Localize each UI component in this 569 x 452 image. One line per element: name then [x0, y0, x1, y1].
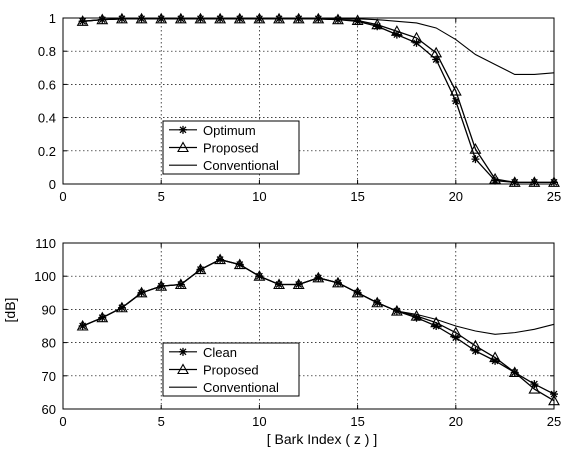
top-y-tick-label: 1 [49, 11, 56, 26]
top-proposed-point [351, 14, 364, 26]
top-x-tick-label: 15 [350, 189, 364, 204]
top-optimum-point [451, 97, 460, 105]
top-series-line-proposed [82, 18, 554, 183]
bottom-y-tick-label: 80 [42, 336, 56, 351]
top-proposed-point [469, 143, 482, 154]
top-series-line-conventional [82, 18, 555, 75]
bottom-proposed-point [528, 382, 541, 394]
bottom-clean-point [491, 356, 500, 365]
top-y-tick-label: 0.8 [38, 44, 56, 59]
bottom-proposed-point [194, 263, 207, 275]
bottom-legend: Clean Proposed Conventional [162, 342, 300, 397]
top-y-tick-label: 0.4 [38, 111, 56, 126]
top-proposed-point [390, 25, 403, 36]
top-optimum-point [392, 30, 401, 39]
bottom-proposed-point [351, 286, 364, 298]
top-y-tick-label: 0 [49, 177, 56, 192]
bottom-legend-label-clean: Clean [203, 345, 237, 360]
top-axes-frame [62, 17, 555, 185]
bottom-x-tick-label: 20 [449, 414, 463, 429]
bottom-x-tick-label: 0 [59, 414, 66, 429]
bottom-proposed-point [469, 339, 482, 351]
top-x-tick-label: 20 [449, 189, 463, 204]
top-proposed-point [430, 46, 443, 58]
top-series-line-optimum [82, 18, 554, 183]
bottom-x-tick-label: 10 [252, 414, 266, 429]
bottom-proposed-point [430, 316, 443, 328]
bottom-legend-marker-clean [179, 347, 187, 356]
top-optimum-point [373, 22, 382, 31]
top-panel-chart: 0 5 10 15 20 25 0 0.2 0.4 0.6 0.8 1 Optimum Proposed C… [38, 11, 561, 204]
bottom-x-tick-label: 5 [158, 414, 165, 429]
bottom-proposed-point [174, 278, 187, 290]
bottom-clean-point [471, 346, 480, 355]
top-optimum-point [353, 17, 362, 26]
top-legend-marker-proposed [177, 141, 189, 153]
bottom-y-tick-label: 100 [34, 269, 56, 284]
top-legend-marker-optimum [179, 125, 187, 134]
bottom-proposed-point [489, 351, 502, 363]
top-y-tick-label: 0.6 [38, 77, 56, 92]
top-proposed-point [528, 176, 541, 187]
top-optimum-point [491, 176, 500, 185]
bottom-proposed-point [371, 296, 384, 308]
bottom-clean-point [451, 333, 460, 342]
bottom-y-tick-label: 60 [42, 402, 56, 417]
bottom-clean-point [432, 322, 441, 330]
top-legend: Optimum Proposed Conventional [162, 120, 300, 175]
bottom-axes-frame [62, 242, 555, 410]
top-optimum-point [412, 38, 421, 47]
bottom-y-axis-label: [dB] [2, 298, 18, 323]
bottom-legend-label-proposed: Proposed [203, 363, 259, 378]
top-x-tick-label: 0 [59, 189, 66, 204]
bottom-series-line-conventional [82, 259, 555, 335]
top-legend-label-conventional: Conventional [203, 158, 279, 173]
top-proposed-point [489, 172, 502, 184]
top-legend-label-optimum: Optimum [203, 123, 256, 138]
top-x-tick-label: 25 [547, 189, 561, 204]
top-proposed-point [449, 84, 462, 96]
top-optimum-point [432, 55, 441, 64]
bottom-proposed-point [214, 253, 227, 265]
bottom-y-tick-label: 90 [42, 302, 56, 317]
top-proposed-point [410, 31, 423, 43]
top-y-tick-label: 0.2 [38, 144, 56, 159]
bottom-proposed-point [449, 326, 462, 338]
top-proposed-point [371, 18, 384, 30]
top-proposed-point [508, 176, 521, 187]
bottom-legend-marker-proposed [177, 363, 189, 375]
bottom-clean-point [412, 313, 421, 322]
bottom-proposed-point [508, 366, 521, 378]
bottom-y-tick-label: 110 [35, 236, 56, 251]
bottom-x-tick-label: 15 [350, 414, 364, 429]
top-optimum-point [471, 155, 480, 164]
bottom-proposed-point [96, 311, 109, 323]
bottom-proposed-point [253, 270, 266, 281]
bottom-proposed-point [312, 271, 325, 283]
bottom-panel-chart: 0 5 10 15 20 25 60 70 80 90 100 110 Clean Proposed Con… [34, 236, 561, 429]
top-x-tick-label: 10 [252, 189, 266, 204]
bottom-x-axis-label: [ Bark Index ( z ) ] [267, 431, 377, 447]
top-legend-label-proposed: Proposed [203, 141, 259, 156]
bottom-proposed-point [115, 301, 128, 313]
bottom-x-tick-label: 25 [547, 414, 561, 429]
top-x-tick-label: 5 [158, 189, 165, 204]
top-proposed-point [548, 176, 560, 187]
bottom-y-tick-label: 70 [42, 369, 56, 384]
bottom-legend-label-conventional: Conventional [203, 380, 279, 395]
